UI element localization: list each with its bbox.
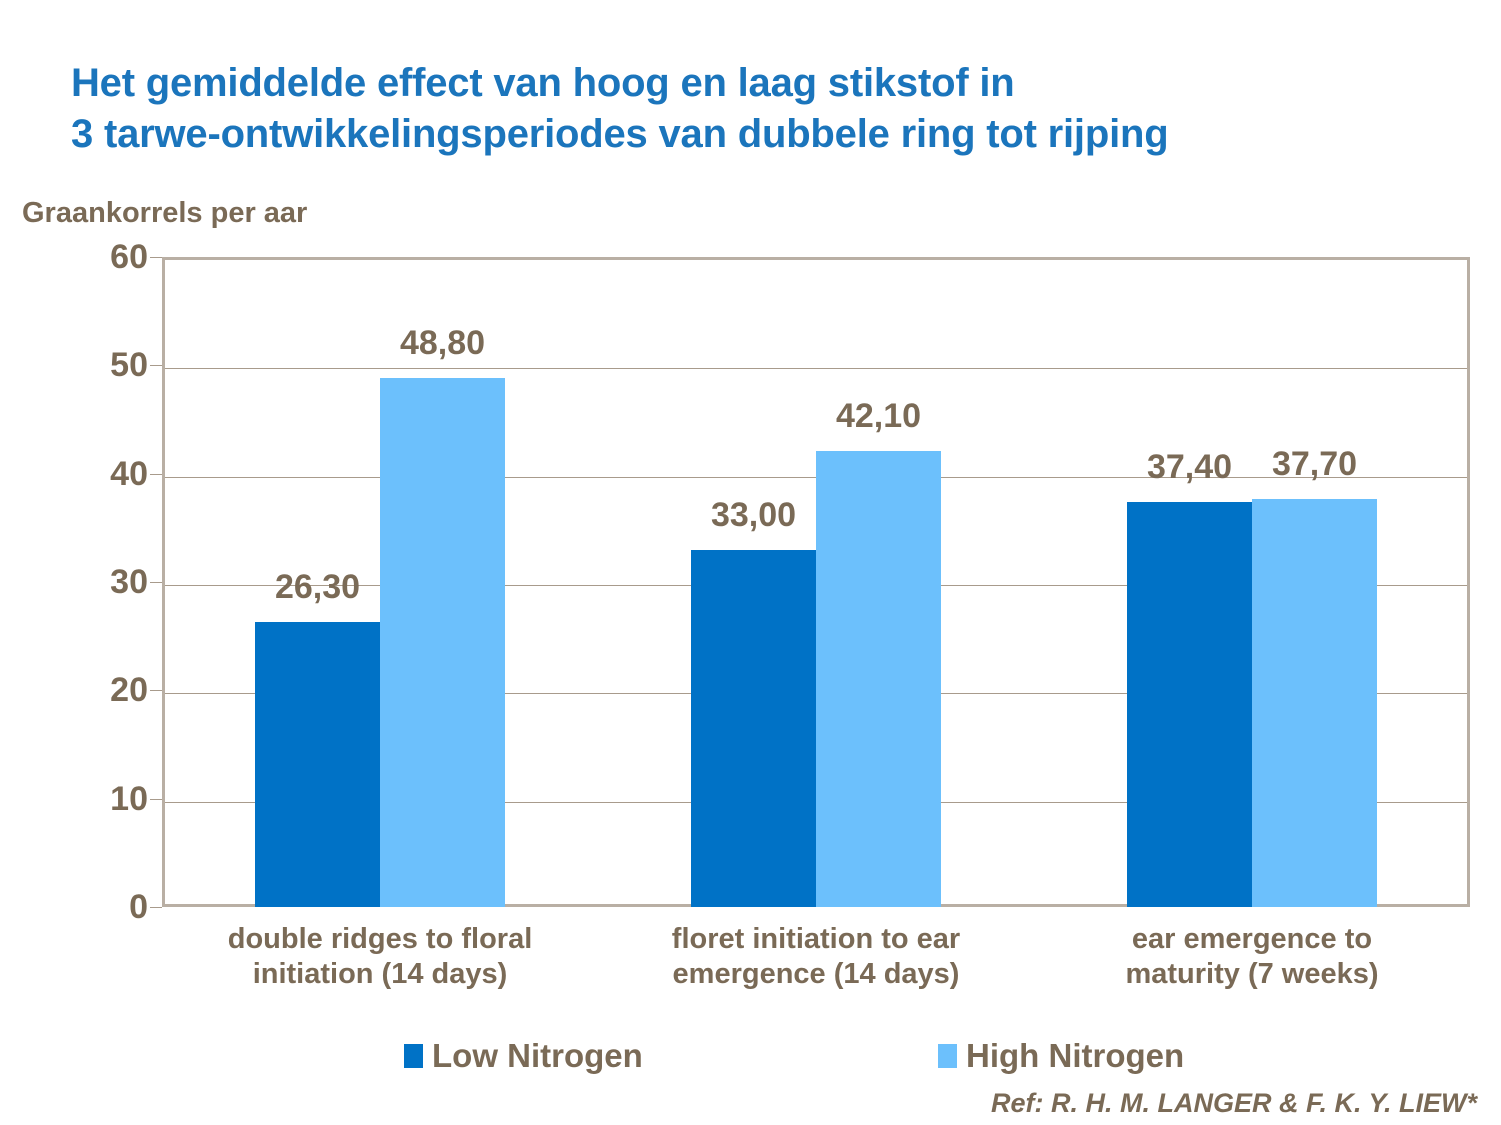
bar-low-nitrogen-group1[interactable]	[255, 622, 380, 907]
bar-value-label: 48,80	[399, 324, 486, 363]
y-axis-tick-label: 50	[110, 346, 148, 385]
bar-high-nitrogen-group1[interactable]	[380, 378, 505, 907]
bar-low-nitrogen-group2[interactable]	[691, 549, 816, 907]
y-axis-title: Graankorrels per aar	[22, 197, 308, 229]
y-axis-tick-mark	[150, 473, 162, 475]
x-axis-category-label-3: ear emergence to maturity (7 weeks)	[1125, 923, 1379, 991]
y-axis-tick-mark	[150, 907, 162, 908]
y-axis-tick-label: 20	[110, 671, 148, 710]
y-axis-tick-mark	[150, 798, 162, 800]
bar-value-label: 33,00	[710, 495, 797, 534]
y-axis-tick-mark	[150, 582, 162, 583]
bar-value-label: 42,10	[835, 396, 922, 435]
reference-footnote: Ref: R. H. M. LANGER & F. K. Y. LIEW*	[990, 1088, 1477, 1118]
page-title: Het gemiddelde effect van hoog en laag s…	[71, 61, 1169, 157]
bar-high-nitrogen-group2[interactable]	[816, 450, 941, 907]
y-axis-tick-label: 40	[110, 454, 148, 493]
legend-swatch-icon-high	[938, 1043, 957, 1068]
legend-label-low: Low Nitrogen	[432, 1037, 643, 1074]
legend-item-high-nitrogen[interactable]: High Nitrogen	[938, 1039, 1184, 1072]
legend-item-low-nitrogen[interactable]: Low Nitrogen	[404, 1039, 643, 1072]
bar-value-label: 26,30	[274, 568, 361, 607]
x-axis-category-label-1: double ridges to floral initiation (14 d…	[227, 923, 533, 991]
legend-label-high: High Nitrogen	[966, 1037, 1185, 1074]
bar-value-label: 37,70	[1271, 444, 1358, 483]
y-axis-tick-label: 30	[110, 563, 148, 601]
y-axis-tick-label: 0	[129, 888, 148, 926]
bar-high-nitrogen-group3[interactable]	[1252, 498, 1377, 907]
y-axis-tick-labels: 0 10 20 30 40 50 60	[0, 240, 162, 924]
y-axis-tick-mark	[150, 365, 162, 367]
legend-swatch-icon-low	[404, 1043, 423, 1068]
gridline	[165, 368, 1467, 370]
y-axis-tick-mark	[150, 257, 162, 258]
y-axis-tick-label: 60	[110, 238, 148, 276]
y-axis-tick-label: 10	[110, 779, 148, 818]
bar-low-nitrogen-group3[interactable]	[1127, 501, 1252, 907]
x-axis-category-label-2: floret initiation to ear emergence (14 d…	[671, 923, 961, 991]
y-axis-tick-mark	[150, 690, 162, 692]
chart-legend: Low Nitrogen High Nitrogen	[0, 1035, 1501, 1083]
bar-value-label: 37,40	[1146, 447, 1233, 486]
